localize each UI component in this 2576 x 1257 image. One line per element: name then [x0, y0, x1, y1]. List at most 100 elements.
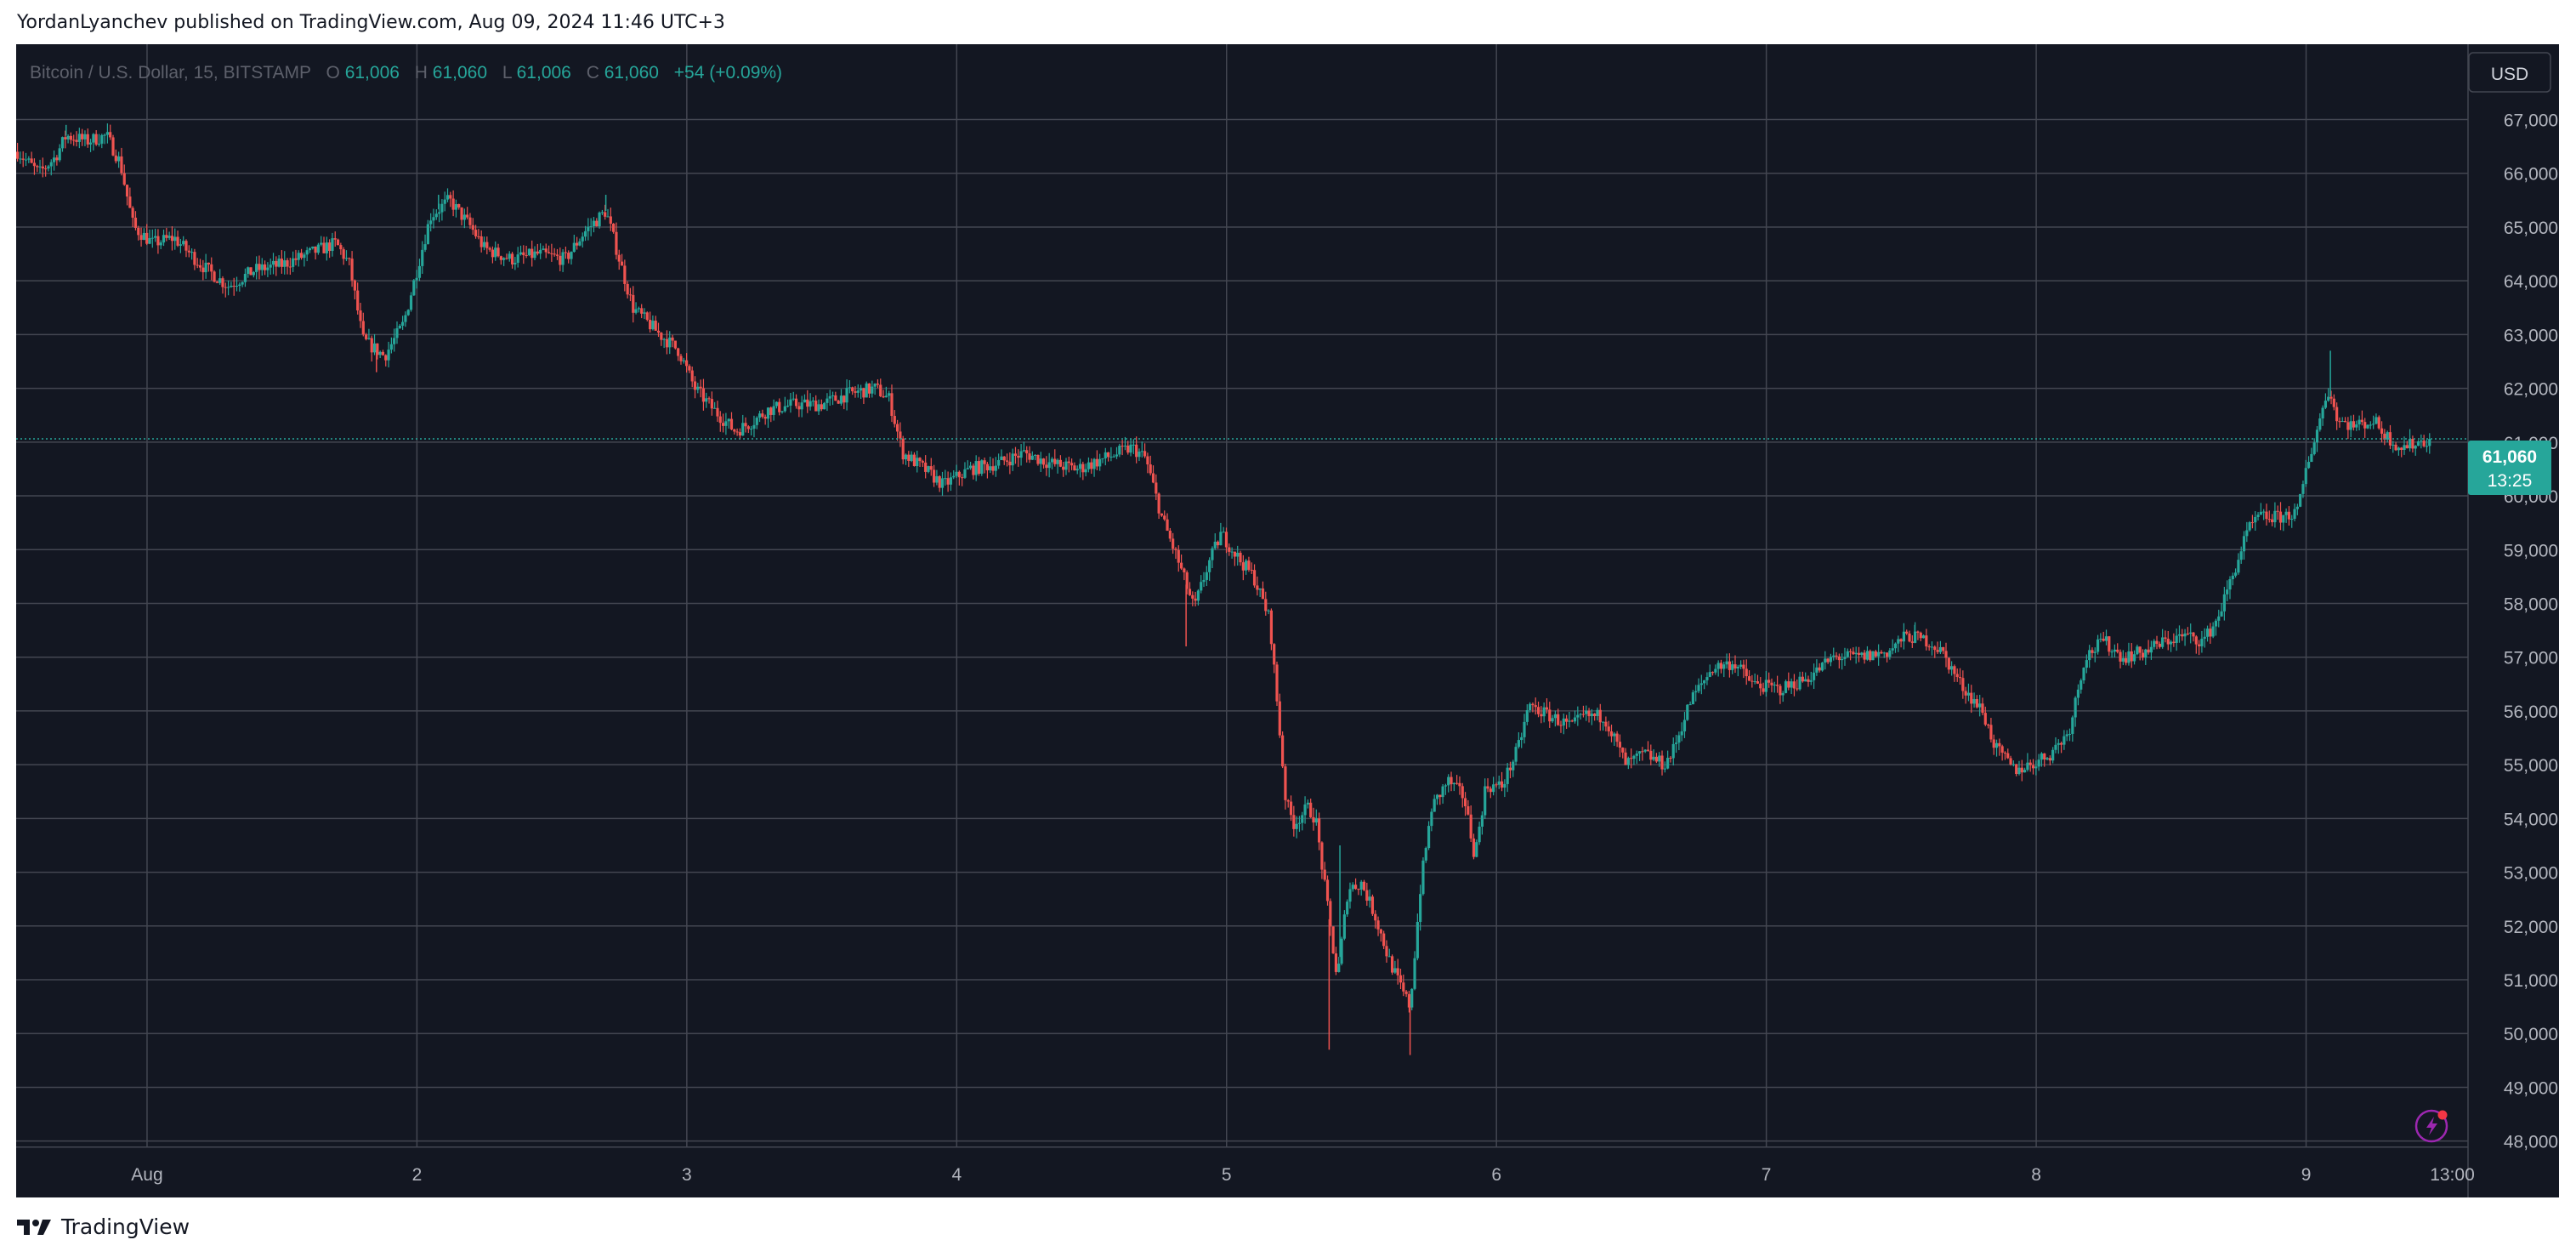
candle-body: [1416, 921, 1419, 958]
candle-body: [1047, 462, 1051, 469]
candle-body: [406, 310, 410, 316]
candle-body: [2414, 446, 2417, 449]
candle-body: [882, 395, 885, 398]
candle-body: [2166, 639, 2170, 645]
candle-body: [2290, 518, 2294, 520]
candle-body: [224, 287, 227, 288]
price-tick-label: 51,000: [2504, 971, 2558, 991]
lightning-icon[interactable]: [2414, 1109, 2448, 1143]
candle-body: [230, 285, 233, 287]
price-scale[interactable]: [2468, 44, 2559, 1197]
candle-body: [1387, 956, 1391, 958]
candle-body: [539, 249, 542, 254]
candle-body: [255, 264, 258, 272]
candle-body: [1835, 655, 1838, 657]
candle-body: [803, 399, 807, 403]
price-tick-label: 53,000: [2504, 864, 2558, 884]
candle-body: [2119, 651, 2122, 662]
candle-body: [628, 294, 633, 296]
candle-body: [1143, 451, 1147, 457]
candle-body: [1885, 652, 1889, 657]
candle-body: [634, 309, 638, 313]
candle-body: [1472, 838, 1476, 857]
candle-body: [1126, 445, 1130, 453]
candle-body: [828, 395, 831, 399]
candle-body: [1759, 683, 1762, 689]
candle-body: [727, 418, 730, 422]
candle-body: [1129, 444, 1132, 453]
candle-body: [2082, 668, 2085, 681]
candle-body: [1216, 541, 1220, 546]
candle-body: [612, 224, 616, 232]
candle-body: [1019, 451, 1023, 458]
last-price-value: 61,060: [2482, 447, 2537, 467]
candle-body: [746, 426, 750, 429]
candle-body: [2110, 651, 2114, 653]
candle-body: [2059, 742, 2063, 745]
candle-body: [1905, 631, 1909, 634]
candle-body: [1325, 879, 1330, 902]
candle-body: [384, 355, 388, 361]
candle-body: [1095, 458, 1098, 467]
candle-body: [817, 404, 820, 412]
candle-body: [1109, 456, 1113, 458]
candle-body: [1098, 458, 1102, 467]
candle-body: [1463, 798, 1467, 807]
candle-body: [2405, 445, 2409, 449]
candle-body: [1658, 755, 1661, 762]
candle-body: [1295, 823, 1298, 829]
candle-body: [1938, 646, 1942, 652]
candle-body: [780, 411, 784, 412]
candle-body: [1877, 651, 1881, 657]
candle-body: [1183, 568, 1186, 573]
currency-button[interactable]: USD: [2468, 52, 2551, 93]
candle-body: [679, 355, 683, 361]
candle-body: [81, 134, 84, 139]
tradingview-logo[interactable]: TradingView: [17, 1214, 190, 1239]
candle-body: [2136, 646, 2139, 655]
candle-body: [258, 264, 261, 270]
candle-body: [128, 196, 132, 208]
candle-body: [421, 249, 424, 266]
candle-body: [1649, 750, 1653, 760]
candle-body: [1680, 731, 1683, 736]
candle-body: [156, 236, 160, 246]
candle-body: [1716, 663, 1720, 669]
candle-body: [170, 236, 174, 242]
candle-body: [350, 259, 354, 281]
candle-body: [210, 264, 213, 272]
candle-body: [365, 334, 368, 339]
candle-body: [1978, 703, 1982, 708]
candle-body: [488, 247, 491, 250]
candle-body: [1469, 814, 1472, 839]
candle-body: [763, 416, 767, 419]
candle-body: [839, 395, 843, 404]
candle-body: [1753, 681, 1756, 683]
candle-body: [2203, 636, 2206, 640]
candle-body: [2301, 484, 2305, 494]
candle-body: [2138, 646, 2142, 653]
candle-body: [1779, 685, 1782, 696]
candle-body: [645, 312, 649, 320]
candle-body: [1635, 754, 1638, 756]
candle-body: [1643, 749, 1647, 752]
candle-body: [1607, 726, 1610, 731]
candle-body: [1626, 758, 1630, 765]
candle-body: [1972, 699, 1976, 704]
chart-panel[interactable]: 67,000 66,000 65,000 64,000 63,000 62,000 61,0…: [16, 44, 2559, 1197]
candle-body: [1194, 598, 1197, 601]
candle-body: [1390, 956, 1394, 973]
candle-body: [263, 264, 267, 270]
candle-body: [564, 252, 568, 253]
candle-body: [1480, 815, 1484, 827]
candle-body: [1427, 826, 1431, 849]
candle-body: [907, 454, 911, 461]
candle-body: [2312, 442, 2316, 454]
candle-body: [2065, 734, 2068, 737]
candle-body: [699, 386, 702, 389]
candle-body: [921, 461, 924, 463]
candle-body: [1632, 755, 1636, 759]
candle-body: [1228, 547, 1231, 552]
candlestick-chart[interactable]: 67,000 66,000 65,000 64,000 63,000 62,000 61,0…: [16, 44, 2559, 1197]
candle-body: [2192, 632, 2195, 637]
